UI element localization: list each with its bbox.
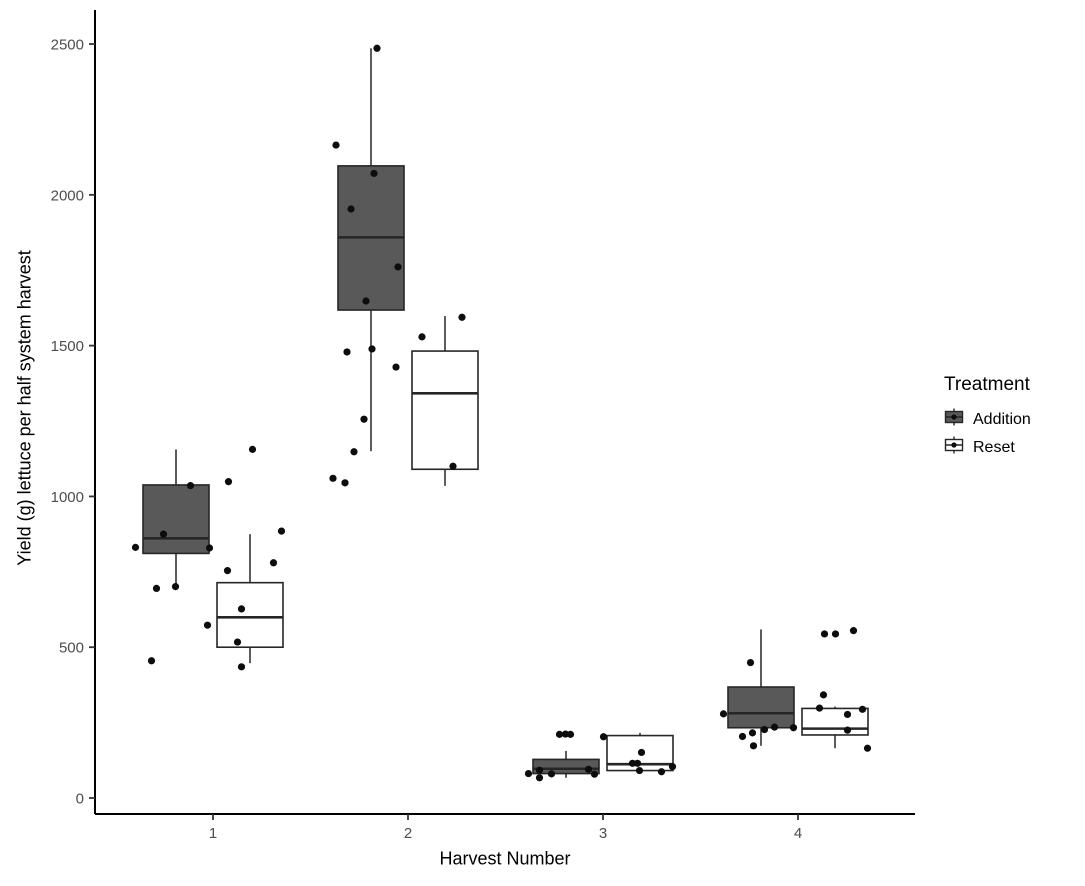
jitter-point	[418, 333, 426, 341]
jitter-point	[590, 770, 599, 778]
jitter-point	[347, 205, 355, 213]
jitter-point	[719, 710, 728, 718]
jitter-point	[237, 663, 246, 671]
legend-label-reset: Reset	[973, 438, 1015, 456]
boxplot-key-addition-icon	[944, 408, 964, 431]
legend: Treatment Addition Re	[944, 374, 1031, 464]
jitter-point	[831, 630, 840, 638]
jitter-point	[738, 732, 747, 741]
jitter-point	[770, 723, 779, 731]
jitter-point	[555, 730, 564, 738]
jitter-point	[668, 763, 677, 771]
jitter-point	[394, 263, 402, 271]
jitter-point	[858, 705, 867, 713]
jitter-point	[277, 527, 286, 535]
jitter-point	[584, 765, 593, 773]
jitter-point	[362, 297, 370, 305]
jitter-point	[233, 638, 242, 646]
jitter-point	[863, 744, 872, 752]
jitter-point	[269, 559, 278, 567]
x-axis-tick-label: 3	[599, 825, 607, 842]
jitter-point	[237, 605, 246, 613]
jitter-point	[749, 742, 758, 750]
box-reset-h1	[216, 581, 284, 649]
y-axis-tick-label: 2500	[51, 37, 84, 54]
box-reset-h2	[411, 350, 479, 471]
jitter-point	[223, 567, 232, 575]
y-axis-tick-label: 0	[76, 791, 84, 808]
jitter-point	[819, 691, 828, 699]
jitter-point	[599, 733, 608, 741]
y-axis-tick-label: 1500	[51, 338, 84, 355]
y-axis-tick-label: 1000	[51, 489, 84, 506]
jitter-point	[360, 415, 368, 423]
legend-title: Treatment	[944, 374, 1030, 395]
jitter-point	[248, 445, 257, 453]
jitter-point	[186, 481, 195, 490]
jitter-point	[131, 543, 140, 551]
x-axis-tick-label: 1	[209, 825, 217, 842]
jitter-point	[458, 313, 466, 321]
y-axis-title: Yield (g) lettuce per half system harves…	[14, 250, 35, 566]
y-axis-tick-label: 2000	[51, 187, 84, 204]
jitter-point	[535, 766, 544, 774]
jitter-point	[815, 704, 824, 712]
jitter-point	[203, 621, 212, 629]
legend-item-addition: Addition	[944, 408, 1031, 431]
jitter-point	[159, 530, 168, 538]
x-axis-tick-label: 4	[794, 825, 802, 842]
jitter-point	[370, 169, 378, 178]
jitter-point	[760, 725, 769, 734]
box-reset-h4	[801, 707, 869, 736]
jitter-point	[368, 345, 376, 353]
jitter-point	[171, 582, 180, 591]
jitter-point	[628, 759, 637, 767]
legend-label-addition: Addition	[973, 410, 1031, 428]
jitter-point	[633, 759, 642, 767]
jitter-point	[373, 44, 381, 52]
box-addition-h4	[727, 686, 795, 729]
jitter-point	[849, 627, 858, 635]
jitter-point	[843, 726, 852, 734]
jitter-point	[657, 768, 666, 776]
jitter-point	[748, 729, 757, 737]
jitter-point	[152, 584, 161, 593]
jitter-point	[392, 363, 400, 371]
jitter-point	[341, 479, 349, 487]
x-axis-title: Harvest Number	[439, 848, 571, 869]
jitter-point	[350, 448, 358, 456]
jitter-point	[637, 748, 646, 757]
jitter-point	[449, 462, 457, 470]
jitter-point	[820, 630, 829, 638]
jitter-point	[524, 769, 533, 778]
jitter-point	[547, 770, 556, 778]
x-axis-tick-label: 2	[404, 825, 412, 842]
jitter-point	[746, 658, 755, 667]
jitter-point	[343, 348, 351, 356]
jitter-point	[332, 141, 340, 149]
legend-item-reset: Reset	[944, 436, 1031, 459]
jitter-point	[535, 774, 544, 782]
jitter-point	[566, 730, 575, 738]
jitter-point	[789, 724, 798, 732]
jitter-point	[843, 710, 852, 719]
y-axis-tick-label: 500	[59, 640, 84, 657]
jitter-point	[224, 478, 233, 486]
box-addition-h1	[142, 484, 210, 555]
jitter-point	[147, 657, 156, 665]
jitter-point	[205, 544, 214, 552]
boxplot-key-reset-icon	[944, 436, 964, 459]
jitter-point	[635, 766, 644, 775]
jitter-point	[329, 474, 337, 482]
